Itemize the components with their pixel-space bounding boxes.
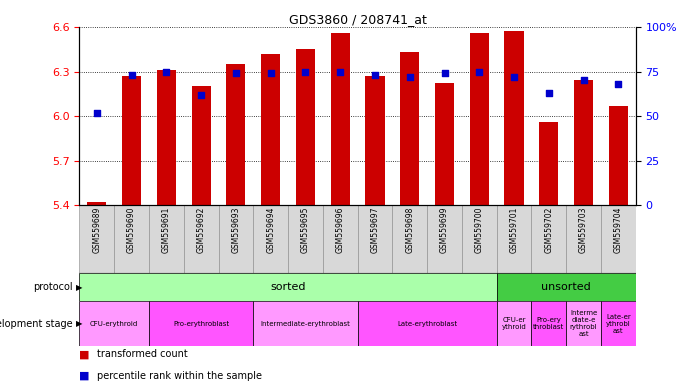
Text: Pro-erythroblast: Pro-erythroblast (173, 321, 229, 326)
Point (196, 92, 207, 98)
Bar (149, 301, 254, 346)
Bar (296, 49, 315, 205)
Text: GSM559694: GSM559694 (266, 207, 275, 253)
Text: development stage: development stage (0, 318, 73, 329)
Text: GSM559689: GSM559689 (93, 207, 102, 253)
Bar (254, 301, 358, 346)
Bar (227, 64, 245, 205)
Text: GSM559697: GSM559697 (370, 207, 379, 253)
Bar (497, 273, 636, 301)
Text: unsorted: unsorted (541, 282, 591, 292)
Bar (366, 76, 384, 205)
Point (509, 74, 520, 80)
Bar (601, 301, 636, 346)
Text: GSM559702: GSM559702 (545, 207, 553, 253)
Bar (470, 33, 489, 205)
Text: GSM559690: GSM559690 (127, 207, 136, 253)
Bar (79, 301, 149, 346)
Bar (400, 52, 419, 205)
Point (230, 70, 241, 76)
Text: GSM559703: GSM559703 (579, 207, 588, 253)
Point (613, 81, 624, 87)
Bar (157, 70, 176, 205)
Bar (288, 205, 323, 273)
Text: protocol: protocol (33, 282, 73, 292)
Bar (323, 205, 358, 273)
Point (265, 70, 276, 76)
Bar (574, 80, 593, 205)
Text: Intermediate-erythroblast: Intermediate-erythroblast (261, 321, 350, 326)
Text: GSM559701: GSM559701 (509, 207, 518, 253)
Bar (331, 33, 350, 205)
Bar (358, 205, 392, 273)
Bar (531, 301, 566, 346)
Point (126, 72, 137, 78)
Bar (191, 86, 211, 205)
Text: GSM559699: GSM559699 (440, 207, 449, 253)
Title: GDS3860 / 208741_at: GDS3860 / 208741_at (289, 13, 426, 26)
Bar (79, 273, 497, 301)
Text: Late-erythroblast: Late-erythroblast (397, 321, 457, 326)
Bar (601, 205, 636, 273)
Text: ■: ■ (79, 371, 90, 381)
Bar (539, 122, 558, 205)
Bar (497, 205, 531, 273)
Text: GSM559704: GSM559704 (614, 207, 623, 253)
Point (474, 68, 485, 74)
Point (300, 68, 311, 74)
Text: ■: ■ (79, 349, 90, 359)
Text: CFU-er
ythroid: CFU-er ythroid (502, 317, 527, 330)
Point (161, 68, 172, 74)
Bar (392, 205, 427, 273)
Bar (497, 301, 531, 346)
Bar (218, 205, 254, 273)
Text: GSM559698: GSM559698 (405, 207, 414, 253)
Bar (261, 54, 281, 205)
Text: Late-er
ythrobl
ast: Late-er ythrobl ast (606, 313, 631, 334)
Bar (462, 205, 497, 273)
Bar (79, 205, 114, 273)
Point (543, 90, 554, 96)
Bar (566, 205, 601, 273)
Text: GSM559691: GSM559691 (162, 207, 171, 253)
Text: sorted: sorted (270, 282, 306, 292)
Bar (427, 205, 462, 273)
Bar (254, 205, 288, 273)
Text: ▶: ▶ (76, 283, 82, 291)
Bar (435, 83, 454, 205)
Bar (87, 202, 106, 205)
Text: GSM559692: GSM559692 (197, 207, 206, 253)
Text: GSM559693: GSM559693 (231, 207, 240, 253)
Point (578, 77, 589, 83)
Text: Pro-ery
throblast: Pro-ery throblast (533, 317, 565, 330)
Bar (504, 31, 524, 205)
Bar (184, 205, 218, 273)
Text: transformed count: transformed count (97, 349, 187, 359)
Point (334, 68, 346, 74)
Point (439, 70, 450, 76)
Text: GSM559696: GSM559696 (336, 207, 345, 253)
Text: percentile rank within the sample: percentile rank within the sample (97, 371, 262, 381)
Point (91, 109, 102, 116)
Bar (358, 301, 497, 346)
Bar (531, 205, 566, 273)
Text: GSM559695: GSM559695 (301, 207, 310, 253)
Text: GSM559700: GSM559700 (475, 207, 484, 253)
Bar (566, 301, 601, 346)
Bar (114, 205, 149, 273)
Bar (122, 76, 141, 205)
Text: ▶: ▶ (76, 319, 82, 328)
Text: CFU-erythroid: CFU-erythroid (90, 321, 138, 326)
Bar (609, 106, 628, 205)
Text: Interme
diate-e
rythrobl
ast: Interme diate-e rythrobl ast (570, 310, 598, 337)
Point (370, 72, 381, 78)
Bar (149, 205, 184, 273)
Point (404, 74, 415, 80)
